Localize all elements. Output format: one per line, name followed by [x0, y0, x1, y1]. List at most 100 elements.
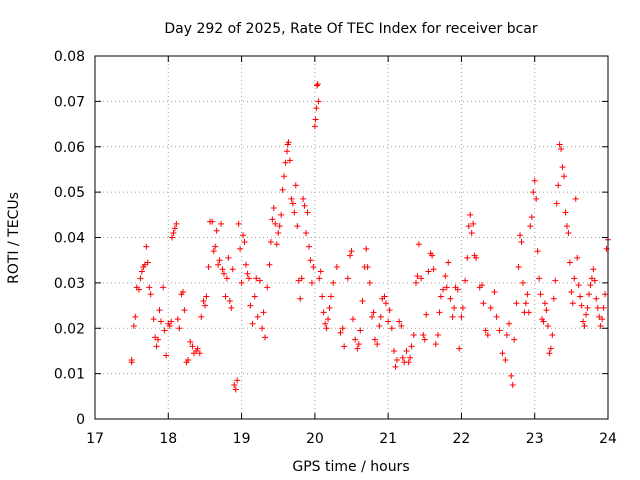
data-point — [502, 357, 509, 364]
data-point — [225, 254, 232, 261]
data-point — [396, 318, 403, 325]
data-point — [553, 200, 560, 207]
data-point — [200, 298, 207, 305]
data-point — [194, 345, 201, 352]
data-point — [262, 334, 269, 341]
data-point — [218, 220, 225, 227]
data-point — [147, 291, 154, 298]
data-point — [398, 322, 405, 329]
data-point — [301, 202, 308, 209]
data-point — [132, 313, 139, 320]
data-point — [285, 139, 292, 146]
data-point — [256, 277, 263, 284]
data-point — [359, 298, 366, 305]
data-point — [425, 268, 432, 275]
data-point — [555, 182, 562, 189]
data-point — [209, 218, 216, 225]
data-point — [410, 332, 417, 339]
data-point — [219, 266, 226, 273]
data-point — [436, 309, 443, 316]
data-point — [464, 254, 471, 261]
x-tick-label: 17 — [86, 431, 104, 447]
data-point — [597, 322, 604, 329]
data-point — [267, 239, 274, 246]
data-point — [418, 275, 425, 282]
data-point — [163, 352, 170, 359]
data-point — [518, 239, 525, 246]
data-point — [322, 320, 329, 327]
data-point — [266, 261, 273, 268]
data-point — [354, 345, 361, 352]
data-point — [347, 252, 354, 259]
data-point — [524, 291, 531, 298]
data-point — [603, 245, 610, 252]
data-point — [198, 313, 205, 320]
data-point — [556, 141, 563, 148]
data-point — [587, 282, 594, 289]
data-point — [442, 273, 449, 280]
data-point — [568, 288, 575, 295]
data-point — [363, 245, 370, 252]
data-point — [249, 320, 256, 327]
data-point — [584, 304, 591, 311]
data-point — [242, 261, 249, 268]
data-point — [339, 325, 346, 332]
data-point — [348, 248, 355, 255]
data-point — [240, 232, 247, 239]
data-point — [480, 300, 487, 307]
data-point — [166, 322, 173, 329]
data-point — [313, 105, 320, 112]
data-point — [468, 229, 475, 236]
data-point — [536, 275, 543, 282]
data-point — [189, 343, 196, 350]
data-point — [408, 343, 415, 350]
data-point — [326, 304, 333, 311]
data-point — [496, 327, 503, 334]
data-point — [317, 268, 324, 275]
data-point — [333, 263, 340, 270]
data-point — [213, 227, 220, 234]
data-point — [298, 275, 305, 282]
data-point — [185, 357, 192, 364]
data-point — [352, 336, 359, 343]
data-point — [251, 293, 258, 300]
data-point — [231, 381, 238, 388]
data-point — [537, 291, 544, 298]
data-point — [391, 347, 398, 354]
data-point — [459, 304, 466, 311]
data-point — [297, 295, 304, 302]
data-point — [561, 173, 568, 180]
data-point — [278, 211, 285, 218]
data-point — [541, 300, 548, 307]
data-point — [549, 332, 556, 339]
data-point — [215, 261, 222, 268]
data-point — [593, 295, 600, 302]
data-point — [187, 338, 194, 345]
x-tick-label: 24 — [599, 431, 617, 447]
data-point — [547, 345, 554, 352]
data-point — [161, 327, 168, 334]
data-point — [300, 195, 307, 202]
data-point — [506, 320, 513, 327]
data-point — [237, 245, 244, 252]
data-point — [292, 182, 299, 189]
data-point — [135, 286, 142, 293]
data-point — [578, 302, 585, 309]
chart-title: Day 292 of 2025, Rate Of TEC Index for r… — [164, 21, 538, 37]
data-point — [156, 307, 163, 314]
data-point — [323, 325, 330, 332]
data-point — [558, 146, 565, 153]
data-point — [223, 275, 230, 282]
data-point — [168, 318, 175, 325]
y-axis-label: ROTI / TECUs — [6, 192, 22, 284]
data-point — [254, 313, 261, 320]
data-point — [552, 277, 559, 284]
data-point — [414, 273, 421, 280]
data-point — [138, 268, 145, 275]
data-point — [320, 309, 327, 316]
y-tick-label: 0.06 — [54, 140, 85, 156]
data-point — [600, 304, 607, 311]
x-tick-label: 23 — [526, 431, 544, 447]
data-point — [196, 350, 203, 357]
data-point — [369, 313, 376, 320]
